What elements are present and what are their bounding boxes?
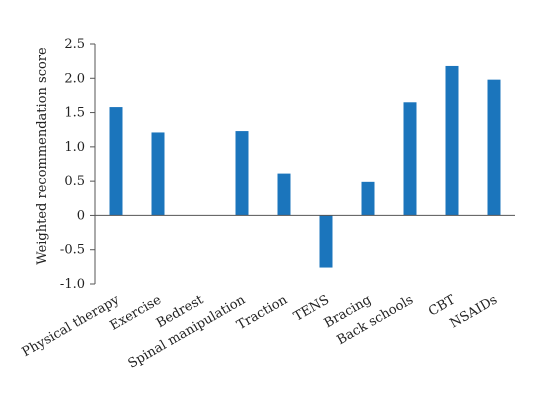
bar [403,102,417,216]
y-tick-label: 0 [77,208,85,223]
y-axis-title: Weighted recommendation score [35,47,50,265]
y-axis: -1.0 -0.5 0 0.5 1.0 1.5 2.0 2.5 [60,37,96,292]
y-tick-label: 0.5 [64,174,85,189]
bar [361,181,375,216]
bar [277,173,291,216]
bars [109,65,501,268]
y-tick-label: 2.0 [64,71,85,86]
bar [319,215,333,268]
y-tick-label: 1.0 [64,140,85,155]
bar [445,65,459,216]
y-tick-label: -1.0 [60,277,85,292]
bar [487,79,501,216]
category-label: Physical therapy [20,292,123,360]
category-label: NSAIDs [448,292,500,331]
bar [151,132,165,216]
y-tick-label: 1.5 [64,106,85,121]
y-tick-label: -0.5 [60,243,85,258]
bar [109,107,123,216]
y-tick-label: 2.5 [64,37,85,52]
bar [235,131,249,216]
